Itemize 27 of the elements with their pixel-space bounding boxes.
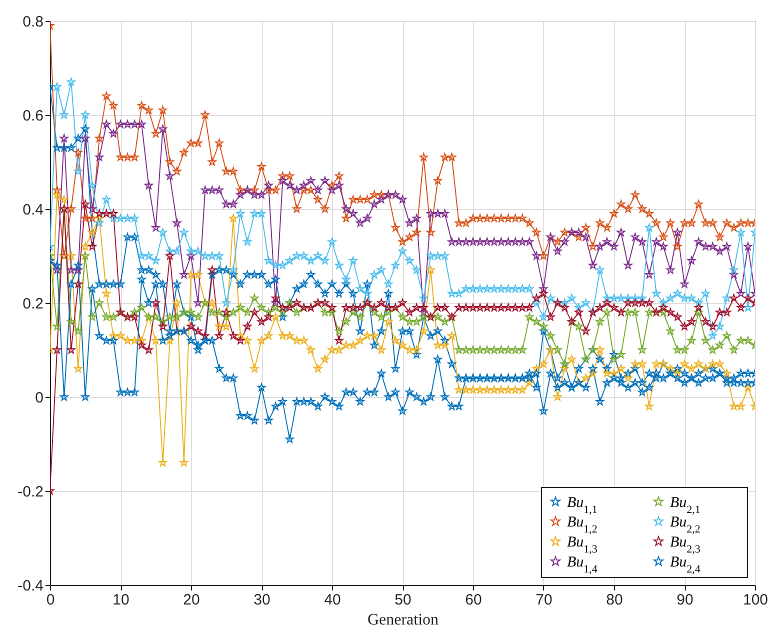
x-tick-label: 90 [676, 592, 694, 608]
legend-label: Bu$_{1,3}$ [567, 534, 598, 556]
legend-label: Bu$_{1,4}$ [567, 554, 598, 576]
x-tick-label: 60 [465, 592, 482, 608]
x-tick-label: 50 [394, 592, 412, 608]
x-tick-label: 0 [46, 592, 55, 608]
x-tick-label: 20 [183, 592, 200, 608]
x-tick-label: 100 [742, 592, 768, 608]
y-tick-label: -0.4 [18, 578, 44, 594]
legend-label: Bu$_{2,3}$ [670, 534, 701, 556]
y-tick-label: -0.2 [18, 484, 44, 500]
y-tick-label: 0.4 [22, 202, 44, 218]
y-tick-label: 0.2 [22, 296, 44, 312]
legend-label: Bu$_{1,1}$ [567, 494, 598, 516]
y-tick-label: 0.6 [22, 108, 44, 124]
x-tick-label: 10 [112, 592, 130, 608]
legend-label: Bu$_{2,2}$ [670, 514, 700, 536]
legend-label: Bu$_{2,4}$ [670, 554, 701, 576]
x-axis-title: Generation [367, 612, 439, 626]
x-tick-label: 80 [606, 592, 623, 608]
x-tick-label: 30 [254, 592, 270, 608]
legend-label: Bu$_{1,2}$ [567, 514, 598, 536]
x-tick-label: 40 [324, 592, 341, 608]
y-tick-label: 0.8 [22, 14, 44, 30]
x-tick-label: 70 [536, 592, 552, 608]
legend-label: Bu$_{2,1}$ [670, 494, 700, 516]
y-tick-label: 0 [35, 390, 44, 406]
